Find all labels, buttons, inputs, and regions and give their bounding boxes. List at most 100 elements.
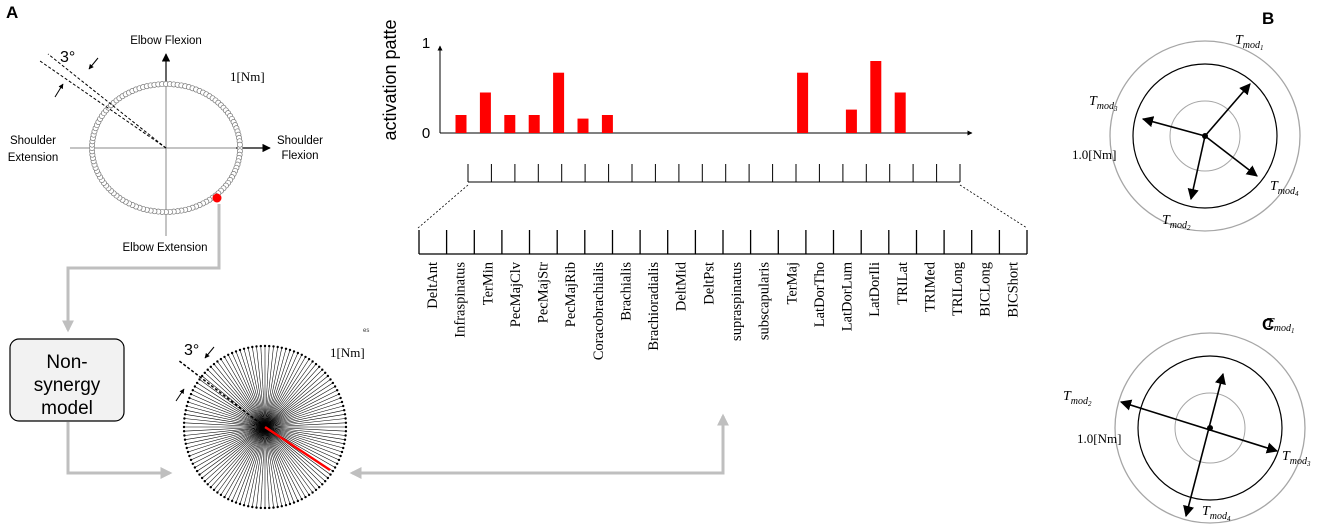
fan-direction-line bbox=[207, 369, 266, 428]
fan-direction-tip bbox=[209, 486, 212, 489]
fan-direction-tip bbox=[339, 396, 342, 400]
fan-direction-line bbox=[184, 418, 266, 428]
fan-direction-line bbox=[189, 426, 266, 457]
fan-direction-line bbox=[264, 346, 270, 428]
fan-direction-line bbox=[264, 426, 310, 496]
fan-direction-tip bbox=[242, 504, 246, 507]
fan-direction-tip bbox=[209, 365, 212, 368]
fan-direction-line bbox=[210, 366, 266, 428]
fan-direction-tip bbox=[304, 355, 307, 359]
fan-direction-tip bbox=[329, 378, 332, 381]
fan-direction-tip bbox=[318, 365, 321, 368]
fan-direction-line bbox=[256, 346, 266, 428]
fan-direction-line bbox=[264, 426, 295, 503]
fan-direction-tip bbox=[186, 450, 190, 454]
fan-direction-tip bbox=[183, 438, 187, 441]
fan-direction-line bbox=[243, 348, 266, 428]
fan-direction-line bbox=[264, 363, 317, 428]
fan-direction-tip bbox=[251, 345, 254, 349]
fan-direction-line bbox=[207, 426, 266, 485]
fan-direction-line bbox=[217, 426, 266, 493]
panel-b-vector-4 bbox=[1204, 135, 1258, 177]
fan-direction-line bbox=[264, 426, 326, 482]
fan-direction-line bbox=[264, 379, 331, 428]
muscle-label-TerMaj: TerMaj bbox=[784, 262, 800, 304]
fan-direction-tip bbox=[344, 421, 348, 424]
fan-direction-tip bbox=[314, 362, 318, 366]
muscle-label-TRIMed: TRIMed bbox=[923, 261, 939, 312]
fan-direction-tip bbox=[280, 505, 283, 508]
fan-direction-tip bbox=[223, 495, 226, 499]
fan-direction-tip bbox=[300, 353, 303, 356]
fan-direction-line bbox=[235, 351, 266, 428]
panel-b-vector-3 bbox=[1141, 116, 1206, 137]
fan-radial-lines bbox=[182, 344, 348, 510]
fan-direction-tip bbox=[188, 396, 191, 400]
muscle-label-BICShort: BICShort bbox=[1005, 262, 1021, 318]
panel-c-label-t4: Tmod4 bbox=[1202, 504, 1231, 523]
fan-direction-tip bbox=[227, 498, 230, 501]
fan-direction-line bbox=[264, 382, 334, 428]
fan-stray-label: es bbox=[363, 328, 369, 334]
fan-direction-line bbox=[264, 401, 343, 428]
fan-direction-tip bbox=[280, 346, 283, 349]
fan-direction-tip bbox=[276, 505, 279, 509]
elbow-flexion-label: Elbow Flexion bbox=[130, 35, 202, 47]
model-label-line1: Non- bbox=[46, 352, 87, 373]
fan-direction-tip bbox=[321, 368, 324, 371]
fan-direction-tip bbox=[182, 425, 186, 429]
fan-direction-line bbox=[264, 426, 270, 508]
fan-direction-tip bbox=[336, 389, 339, 392]
fan-direction-line bbox=[231, 426, 266, 502]
chart-bars bbox=[455, 61, 906, 133]
muscle-label-BICLong: BICLong bbox=[978, 262, 994, 317]
fan-direction-line bbox=[264, 405, 344, 428]
panel-c-label-t1: Tmod1 bbox=[1266, 316, 1295, 335]
fan-direction-tip bbox=[219, 493, 223, 497]
muscle-label-supraspinatus: supraspinatus bbox=[729, 262, 745, 341]
fan-direction-tip bbox=[343, 413, 347, 416]
angle-label: 3° bbox=[60, 49, 75, 66]
selected-direction-line bbox=[264, 425, 331, 472]
fan-direction-tip bbox=[343, 438, 347, 441]
fan-direction-tip bbox=[206, 483, 209, 486]
muscle-labels: DeltAnt Infraspinatus TerMin PecMajClv PecMa… bbox=[425, 261, 1021, 360]
panel-c-outer-ring bbox=[1114, 332, 1306, 524]
fan-direction-tip bbox=[337, 458, 341, 462]
muscle-label-LatDorTho: LatDorTho bbox=[812, 262, 828, 327]
muscle-label-Brachioradialis: Brachioradialis bbox=[646, 262, 662, 351]
fan-direction-tip bbox=[343, 409, 346, 412]
fan-direction-tip bbox=[188, 454, 191, 458]
panel-c-scale-label: 1.0[Nm] bbox=[1077, 431, 1121, 446]
fan-direction-tip bbox=[184, 409, 187, 412]
fan-direction-line bbox=[196, 382, 266, 428]
zoom-line-right bbox=[959, 184, 1028, 229]
panel-b-vector-1 bbox=[1204, 83, 1251, 137]
panel-c-label-t3: Tmod3 bbox=[1282, 449, 1311, 468]
fan-direction-tip bbox=[292, 350, 296, 353]
fan-direction-line bbox=[204, 426, 266, 482]
fan-direction-tip bbox=[288, 348, 292, 352]
muscle-label-LatDorIli: LatDorIli bbox=[867, 262, 883, 317]
fan-direction-tip bbox=[344, 430, 348, 433]
fan-direction-line bbox=[264, 397, 341, 428]
bar-PecMajRib bbox=[577, 118, 589, 133]
panel-b-inner-ring bbox=[1169, 100, 1241, 172]
fan-direction-tip bbox=[324, 371, 327, 374]
fan-direction-tip bbox=[304, 495, 307, 499]
fan-direction-tip bbox=[195, 381, 199, 385]
fan-torque-label: 1[Nm] bbox=[330, 345, 365, 360]
fan-direction-tip bbox=[183, 413, 187, 416]
fan-direction-line bbox=[260, 346, 266, 428]
fan-direction-line bbox=[264, 426, 291, 505]
direction-fan: 3° 1[Nm] es bbox=[175, 328, 369, 510]
fan-direction-line bbox=[224, 426, 266, 498]
panel-b-vector-2 bbox=[1187, 135, 1206, 201]
fan-direction-line bbox=[231, 352, 266, 428]
fan-direction-line bbox=[264, 426, 329, 479]
fan-direction-tip bbox=[343, 442, 346, 445]
model-box-frame bbox=[9, 338, 125, 422]
fan-direction-tip bbox=[259, 344, 262, 348]
fan-direction-tip bbox=[268, 344, 271, 348]
bar-Infraspinatus bbox=[479, 92, 491, 133]
